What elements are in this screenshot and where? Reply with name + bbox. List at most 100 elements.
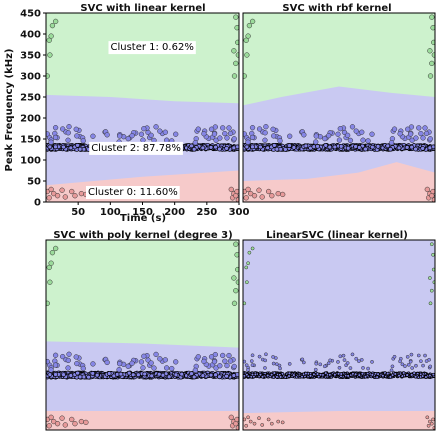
data-point — [235, 52, 239, 58]
data-point — [287, 133, 293, 139]
data-point — [430, 25, 435, 31]
data-point — [360, 137, 366, 143]
data-point — [53, 372, 58, 377]
data-point — [370, 360, 374, 364]
data-point — [271, 361, 276, 366]
data-point — [388, 139, 395, 146]
data-point — [233, 241, 239, 247]
data-point — [235, 279, 239, 285]
data-point — [386, 371, 390, 376]
data-point — [431, 372, 435, 377]
data-point — [400, 362, 405, 367]
data-point — [370, 373, 375, 377]
data-point — [243, 359, 247, 364]
data-point — [157, 128, 163, 134]
data-point — [73, 126, 79, 132]
data-point — [80, 365, 86, 372]
y-axis-label: Peak Frequency (kHz) — [4, 49, 15, 172]
data-point — [247, 250, 252, 255]
data-point — [391, 126, 398, 132]
data-point — [244, 144, 250, 150]
region-cluster-2 — [243, 240, 435, 430]
data-point — [291, 145, 297, 150]
data-point — [94, 372, 100, 378]
data-point — [304, 371, 308, 376]
data-point — [200, 373, 206, 378]
data-point — [78, 190, 85, 197]
data-point — [260, 375, 265, 379]
data-point — [49, 250, 56, 256]
data-point — [359, 129, 365, 135]
data-point — [430, 188, 435, 195]
y-tick-label: 0 — [34, 198, 41, 209]
data-point — [208, 126, 215, 132]
data-point — [211, 131, 218, 137]
data-point — [179, 371, 185, 377]
data-point — [300, 357, 305, 362]
data-point — [423, 130, 430, 137]
data-point — [354, 356, 359, 361]
data-point — [326, 133, 332, 139]
data-point — [314, 361, 319, 366]
data-point — [250, 144, 255, 150]
data-point — [369, 131, 375, 137]
data-point — [353, 144, 358, 149]
data-point — [265, 188, 272, 195]
data-point — [422, 125, 428, 131]
data-point — [426, 423, 431, 428]
data-point — [388, 146, 393, 152]
annotation-background — [108, 41, 196, 55]
y-tick-label: 200 — [20, 114, 41, 125]
data-point — [359, 358, 364, 362]
data-point — [266, 417, 271, 422]
data-point — [269, 421, 274, 426]
data-point — [385, 143, 391, 149]
cluster-annotation: Cluster 2: 87.78% — [91, 143, 181, 154]
data-point — [333, 372, 337, 377]
data-point — [263, 366, 267, 370]
data-point — [249, 125, 256, 131]
data-point — [423, 353, 427, 358]
data-point — [153, 351, 159, 358]
data-point — [338, 143, 344, 149]
data-point — [432, 280, 435, 285]
data-point — [126, 370, 132, 376]
data-point — [376, 372, 380, 376]
data-point — [327, 144, 333, 150]
data-point — [413, 135, 419, 141]
data-point — [263, 124, 269, 130]
data-point — [46, 73, 50, 79]
data-point — [226, 352, 232, 359]
data-point — [313, 139, 319, 145]
data-point — [243, 131, 247, 137]
data-point — [250, 372, 255, 377]
data-point — [287, 362, 292, 366]
data-point — [425, 415, 430, 420]
annotation-background — [89, 141, 183, 155]
data-point — [414, 363, 418, 368]
data-point — [405, 373, 409, 377]
data-point — [213, 372, 218, 378]
data-point — [54, 193, 61, 199]
data-point — [428, 276, 432, 280]
data-point — [360, 371, 365, 376]
data-point — [244, 52, 250, 58]
data-point — [48, 414, 54, 420]
data-point — [62, 422, 68, 428]
data-point — [418, 130, 424, 137]
data-point — [163, 137, 170, 143]
data-point — [224, 373, 229, 379]
data-point — [412, 371, 416, 375]
data-point — [431, 252, 435, 257]
data-point — [231, 73, 238, 79]
data-point — [104, 132, 110, 138]
data-point — [65, 130, 71, 136]
data-point — [61, 144, 66, 150]
data-point — [337, 365, 342, 370]
data-point — [292, 373, 296, 377]
data-point — [116, 133, 123, 139]
data-point — [349, 124, 356, 130]
data-point — [312, 372, 316, 377]
data-point — [429, 14, 435, 20]
region-cluster-0 — [46, 411, 239, 430]
